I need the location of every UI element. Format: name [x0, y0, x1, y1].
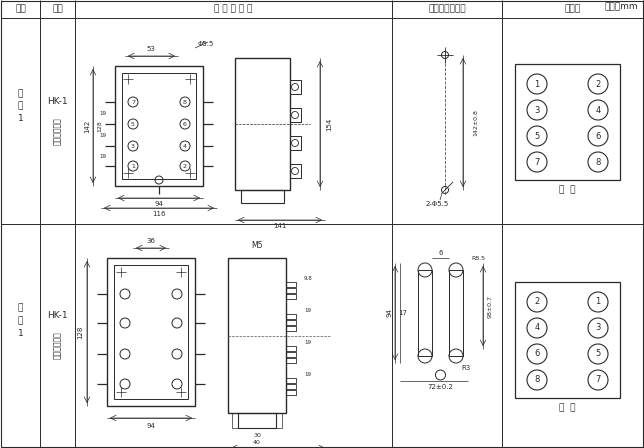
- Text: 5: 5: [131, 121, 135, 126]
- Text: 5: 5: [595, 349, 601, 358]
- Bar: [228, 258, 286, 413]
- Bar: [122, 73, 196, 179]
- Text: 53: 53: [147, 46, 155, 52]
- Bar: [115, 66, 203, 186]
- Bar: [238, 413, 276, 428]
- Text: 结构: 结构: [52, 4, 63, 13]
- Text: 1: 1: [131, 164, 135, 168]
- Text: 2: 2: [595, 79, 601, 89]
- Bar: [286, 282, 296, 287]
- Text: 端子图: 端子图: [564, 4, 580, 13]
- Bar: [286, 358, 296, 363]
- Text: 4: 4: [535, 323, 540, 332]
- Text: 4: 4: [183, 143, 187, 148]
- Bar: [114, 265, 188, 399]
- Text: 5: 5: [535, 132, 540, 141]
- Text: 2: 2: [183, 164, 187, 168]
- Text: 外 形 尺 寸 图: 外 形 尺 寸 图: [214, 4, 252, 13]
- Text: 142: 142: [84, 119, 90, 133]
- Text: 附
图
1: 附 图 1: [17, 89, 23, 123]
- Text: 141: 141: [273, 223, 287, 229]
- Text: 17: 17: [399, 310, 408, 316]
- Text: 4: 4: [595, 105, 601, 115]
- Text: 19: 19: [304, 340, 311, 345]
- Text: 154: 154: [326, 117, 332, 131]
- Bar: [286, 390, 296, 395]
- Bar: [286, 314, 296, 319]
- Text: 142±0.8: 142±0.8: [473, 109, 478, 136]
- Bar: [286, 288, 296, 293]
- Text: 2-Φ5.5: 2-Φ5.5: [426, 201, 449, 207]
- Text: HK-1: HK-1: [47, 96, 68, 105]
- Text: R3: R3: [461, 365, 470, 371]
- Text: 94: 94: [147, 423, 155, 429]
- Text: 8: 8: [535, 375, 540, 384]
- Bar: [286, 352, 296, 357]
- Text: 1: 1: [595, 297, 601, 306]
- Text: 6: 6: [535, 349, 540, 358]
- Text: 19: 19: [100, 133, 106, 138]
- Text: 94: 94: [155, 201, 164, 207]
- Text: 3: 3: [535, 105, 540, 115]
- Bar: [290, 80, 301, 94]
- Text: 凸出式前接线: 凸出式前接线: [53, 117, 62, 145]
- Text: 36: 36: [146, 238, 155, 244]
- Text: 19: 19: [100, 111, 106, 116]
- Text: 128: 128: [97, 120, 102, 132]
- Text: 128: 128: [77, 325, 83, 339]
- Text: 72±0.2: 72±0.2: [428, 384, 453, 390]
- Text: 1: 1: [535, 79, 540, 89]
- Text: 98±0.7: 98±0.7: [488, 294, 493, 318]
- Text: 7: 7: [131, 99, 135, 104]
- Text: 凸出式后接线: 凸出式后接线: [53, 332, 62, 359]
- Text: 安装开孔尺寸图: 安装开孔尺寸图: [428, 4, 466, 13]
- Text: 前  视: 前 视: [559, 185, 576, 194]
- Text: 40: 40: [253, 440, 261, 445]
- Bar: [286, 294, 296, 299]
- Bar: [241, 190, 284, 203]
- Text: R8.5: R8.5: [471, 255, 485, 260]
- Text: 19: 19: [304, 307, 311, 313]
- Text: 3: 3: [595, 323, 601, 332]
- Bar: [515, 64, 620, 180]
- Bar: [290, 164, 301, 178]
- Text: 6: 6: [439, 250, 442, 256]
- Text: 3: 3: [131, 143, 135, 148]
- Bar: [418, 270, 432, 356]
- Text: 19: 19: [100, 154, 106, 159]
- Bar: [286, 320, 296, 325]
- Bar: [290, 108, 301, 122]
- Text: Φ5.5: Φ5.5: [198, 41, 214, 47]
- Bar: [286, 378, 296, 383]
- Text: 19: 19: [304, 371, 311, 376]
- Text: 30: 30: [253, 433, 261, 438]
- Text: 8: 8: [183, 99, 187, 104]
- Text: 8: 8: [595, 158, 601, 167]
- Text: 9.8: 9.8: [304, 276, 313, 280]
- Bar: [286, 326, 296, 331]
- Text: 7: 7: [595, 375, 601, 384]
- Bar: [449, 270, 463, 356]
- Bar: [235, 58, 290, 190]
- Text: HK-1: HK-1: [47, 311, 68, 320]
- Text: 附
图
1: 附 图 1: [17, 303, 23, 337]
- Text: 图号: 图号: [15, 4, 26, 13]
- Text: 6: 6: [183, 121, 187, 126]
- Text: 背  视: 背 视: [559, 404, 576, 413]
- Bar: [286, 346, 296, 351]
- Bar: [107, 258, 195, 406]
- Bar: [515, 282, 620, 398]
- Text: 7: 7: [535, 158, 540, 167]
- Text: 6: 6: [595, 132, 601, 141]
- Text: 单位：mm: 单位：mm: [604, 3, 638, 12]
- Text: 94: 94: [387, 309, 393, 318]
- Text: 2: 2: [535, 297, 540, 306]
- Bar: [286, 384, 296, 389]
- Bar: [232, 413, 282, 428]
- Text: 116: 116: [152, 211, 166, 217]
- Text: M5: M5: [251, 241, 263, 250]
- Bar: [290, 136, 301, 150]
